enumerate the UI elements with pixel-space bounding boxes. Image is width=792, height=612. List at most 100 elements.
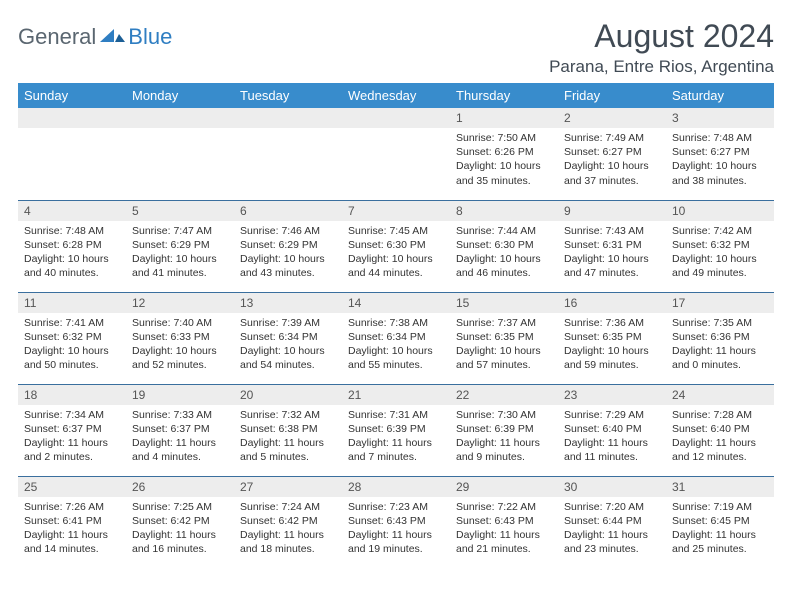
sunrise-label: Sunrise: [24,409,65,421]
day-number: 28 [342,477,450,497]
daylight-label: Daylight: [456,160,500,172]
header: General Blue August 2024 Parana, Entre R… [18,18,774,77]
sunrise-label: Sunrise: [564,501,605,513]
daylight-label: Daylight: [132,437,176,449]
daylight-label: Daylight: [456,345,500,357]
sunset-label: Sunset: [132,515,171,527]
sunset-label: Sunset: [456,331,495,343]
sunrise-value: 7:41 AM [65,317,104,329]
calendar-cell: 3Sunrise: 7:48 AMSunset: 6:27 PMDaylight… [666,108,774,200]
day-number: 13 [234,293,342,313]
sunset-value: 6:26 PM [495,146,534,158]
daylight-label: Daylight: [240,345,284,357]
daylight-label: Daylight: [456,529,500,541]
sunrise-value: 7:30 AM [497,409,536,421]
day-details: Sunrise: 7:30 AMSunset: 6:39 PMDaylight:… [450,405,558,469]
daylight-label: Daylight: [672,345,716,357]
day-details: Sunrise: 7:48 AMSunset: 6:27 PMDaylight:… [666,128,774,192]
empty-day [18,108,126,128]
sunset-value: 6:30 PM [387,239,426,251]
sunset-label: Sunset: [672,239,711,251]
empty-day [342,108,450,128]
calendar-cell [234,108,342,200]
day-details: Sunrise: 7:26 AMSunset: 6:41 PMDaylight:… [18,497,126,561]
day-number: 8 [450,201,558,221]
sunset-label: Sunset: [24,239,63,251]
sunrise-label: Sunrise: [348,409,389,421]
title-block: August 2024 Parana, Entre Rios, Argentin… [549,18,774,77]
day-details: Sunrise: 7:50 AMSunset: 6:26 PMDaylight:… [450,128,558,192]
sunrise-label: Sunrise: [24,501,65,513]
sunrise-value: 7:28 AM [713,409,752,421]
daylight-label: Daylight: [24,437,68,449]
day-details: Sunrise: 7:37 AMSunset: 6:35 PMDaylight:… [450,313,558,377]
calendar-cell: 17Sunrise: 7:35 AMSunset: 6:36 PMDayligh… [666,292,774,384]
sunrise-value: 7:43 AM [605,225,644,237]
calendar-cell: 5Sunrise: 7:47 AMSunset: 6:29 PMDaylight… [126,200,234,292]
calendar-cell: 12Sunrise: 7:40 AMSunset: 6:33 PMDayligh… [126,292,234,384]
calendar-table: SundayMondayTuesdayWednesdayThursdayFrid… [18,83,774,568]
day-number: 30 [558,477,666,497]
day-details: Sunrise: 7:24 AMSunset: 6:42 PMDaylight:… [234,497,342,561]
calendar-page: General Blue August 2024 Parana, Entre R… [0,0,792,578]
sunrise-label: Sunrise: [348,501,389,513]
sunrise-label: Sunrise: [240,409,281,421]
day-details: Sunrise: 7:41 AMSunset: 6:32 PMDaylight:… [18,313,126,377]
sunset-value: 6:35 PM [603,331,642,343]
sunrise-label: Sunrise: [240,501,281,513]
sunset-value: 6:34 PM [387,331,426,343]
sunrise-value: 7:42 AM [713,225,752,237]
day-number: 5 [126,201,234,221]
day-details: Sunrise: 7:28 AMSunset: 6:40 PMDaylight:… [666,405,774,469]
day-details: Sunrise: 7:45 AMSunset: 6:30 PMDaylight:… [342,221,450,285]
day-details: Sunrise: 7:43 AMSunset: 6:31 PMDaylight:… [558,221,666,285]
day-number: 23 [558,385,666,405]
sunset-label: Sunset: [564,146,603,158]
sunset-value: 6:30 PM [495,239,534,251]
day-details: Sunrise: 7:39 AMSunset: 6:34 PMDaylight:… [234,313,342,377]
sunset-label: Sunset: [240,239,279,251]
calendar-cell: 7Sunrise: 7:45 AMSunset: 6:30 PMDaylight… [342,200,450,292]
daylight-label: Daylight: [564,437,608,449]
sunrise-value: 7:24 AM [281,501,320,513]
empty-day [126,108,234,128]
sunset-label: Sunset: [348,239,387,251]
sunset-value: 6:27 PM [603,146,642,158]
weekday-header: Friday [558,83,666,108]
logo-text-blue: Blue [128,24,172,50]
daylight-label: Daylight: [240,253,284,265]
sunrise-value: 7:48 AM [713,132,752,144]
sunrise-label: Sunrise: [564,317,605,329]
sunset-label: Sunset: [24,423,63,435]
day-details: Sunrise: 7:48 AMSunset: 6:28 PMDaylight:… [18,221,126,285]
weekday-header: Saturday [666,83,774,108]
sunrise-label: Sunrise: [564,225,605,237]
day-number: 4 [18,201,126,221]
sunrise-label: Sunrise: [132,409,173,421]
calendar-cell: 19Sunrise: 7:33 AMSunset: 6:37 PMDayligh… [126,384,234,476]
sunrise-label: Sunrise: [456,317,497,329]
sunset-label: Sunset: [132,423,171,435]
logo-text-general: General [18,24,96,50]
daylight-label: Daylight: [24,253,68,265]
sunset-label: Sunset: [240,423,279,435]
sunrise-value: 7:47 AM [173,225,212,237]
sunset-value: 6:45 PM [711,515,750,527]
daylight-label: Daylight: [672,529,716,541]
calendar-cell: 21Sunrise: 7:31 AMSunset: 6:39 PMDayligh… [342,384,450,476]
sunrise-label: Sunrise: [456,225,497,237]
calendar-cell [18,108,126,200]
sunset-value: 6:37 PM [171,423,210,435]
sunrise-value: 7:44 AM [497,225,536,237]
sunrise-value: 7:36 AM [605,317,644,329]
daylight-label: Daylight: [456,253,500,265]
sunset-value: 6:38 PM [279,423,318,435]
day-number: 10 [666,201,774,221]
sunrise-label: Sunrise: [456,501,497,513]
daylight-label: Daylight: [24,345,68,357]
calendar-cell: 23Sunrise: 7:29 AMSunset: 6:40 PMDayligh… [558,384,666,476]
calendar-cell: 18Sunrise: 7:34 AMSunset: 6:37 PMDayligh… [18,384,126,476]
calendar-cell: 28Sunrise: 7:23 AMSunset: 6:43 PMDayligh… [342,476,450,568]
day-number: 2 [558,108,666,128]
sunset-label: Sunset: [132,331,171,343]
